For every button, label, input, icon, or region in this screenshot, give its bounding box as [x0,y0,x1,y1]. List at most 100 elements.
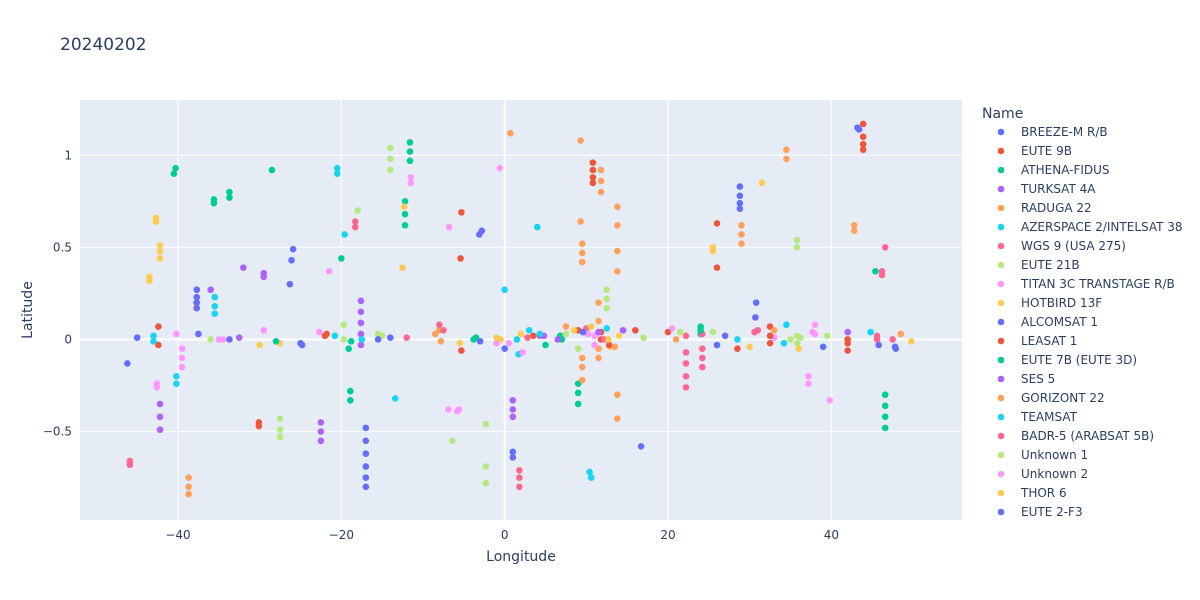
data-point [859,133,867,141]
data-point [844,347,851,354]
data-point [640,334,647,341]
legend-item[interactable]: EUTE 2-F3 [997,505,1083,519]
data-point [578,363,586,371]
data-point [185,490,192,498]
data-point [289,245,297,253]
legend-item[interactable]: Unknown 1 [997,448,1088,462]
legend-item[interactable]: ALCOMSAT 1 [997,315,1098,329]
data-point [682,332,690,340]
data-point [362,450,370,457]
legend-item[interactable]: HOTBIRD 13F [997,296,1103,310]
data-point [407,174,415,181]
data-point [746,343,753,351]
series-points [331,326,788,347]
data-point [357,297,365,305]
y-tick-label: 1 [64,148,72,162]
data-point [873,336,881,343]
data-point [431,330,439,338]
data-point [766,339,774,347]
data-point [611,343,619,351]
data-point [736,183,744,190]
y-tick-labels: −0.5 0 0.5 1 [43,148,72,438]
data-point [493,334,500,341]
data-point [347,396,354,404]
data-point [819,343,827,351]
data-point [525,326,533,334]
data-point [614,203,621,211]
data-point [509,406,517,413]
data-point [172,164,179,172]
data-point [595,317,602,325]
legend-item[interactable]: EUTE 21B [997,258,1080,272]
legend-item[interactable]: WGS 9 (USA 275) [997,239,1126,253]
data-point [150,338,157,345]
data-point [889,336,896,343]
data-point [226,336,233,343]
data-point [357,319,365,327]
legend-item[interactable]: Unknown 2 [997,467,1088,481]
series-points [150,164,874,481]
legend-item[interactable]: TURKSAT 4A [997,182,1097,196]
data-point [400,203,408,211]
data-point [193,293,201,301]
data-point [752,314,759,321]
legend-marker [997,128,1005,136]
data-point [207,286,214,294]
data-point [738,231,745,238]
legend-item[interactable]: SES 5 [997,372,1056,386]
legend-item[interactable]: ATHENA-FIDUS [997,163,1110,177]
series-points [456,323,753,351]
data-point [554,336,562,343]
data-point [156,242,164,249]
data-point [195,330,202,338]
legend-item[interactable]: THOR 6 [997,486,1067,500]
series-points [126,218,889,491]
data-point [797,334,804,341]
data-point [579,328,587,336]
data-point [146,277,153,284]
data-point [783,321,790,329]
data-point [682,384,690,391]
legend-item[interactable]: AZERSPACE 2/INTELSAT 38 [997,220,1183,234]
data-point [587,323,595,330]
data-point [482,463,490,470]
legend-item[interactable]: RADUGA 22 [997,201,1092,215]
data-point [449,437,456,445]
legend-item[interactable]: BREEZE-M R/B [997,125,1108,139]
data-point [374,330,382,338]
data-point [276,433,284,441]
data-point [738,221,745,229]
legend-item[interactable]: EUTE 9B [997,144,1072,158]
x-tick-label: 0 [501,528,509,542]
data-point [406,157,414,165]
legend-item[interactable]: GORIZONT 22 [997,391,1105,405]
data-point [358,336,366,343]
series-points [431,323,905,351]
legend-item[interactable]: BADR-5 (ARABSAT 5B) [997,429,1154,443]
data-point [156,247,164,255]
y-tick-label: −0.5 [43,425,72,439]
data-point [340,321,348,329]
legend-marker [997,394,1005,402]
data-point [276,426,284,434]
data-point [456,339,464,347]
legend-item[interactable]: EUTE 7B (EUTE 3D) [997,353,1137,367]
data-point [793,236,801,244]
data-point [734,336,741,343]
data-point [589,166,597,174]
data-point [574,345,582,352]
legend-marker [997,375,1005,383]
data-point [597,177,605,185]
data-point [589,174,597,181]
data-point [387,334,394,341]
data-point [362,463,370,470]
y-tick-label: 0 [64,332,72,346]
data-point [509,396,517,404]
legend-item[interactable]: TITAN 3C TRANSTAGE R/B [997,277,1175,291]
legend-item[interactable]: LEASAT 1 [997,334,1078,348]
data-point [574,389,582,397]
legend-item[interactable]: TEAMSAT [997,410,1078,424]
data-point [578,258,586,266]
data-point [605,336,612,343]
series-points [155,120,867,430]
